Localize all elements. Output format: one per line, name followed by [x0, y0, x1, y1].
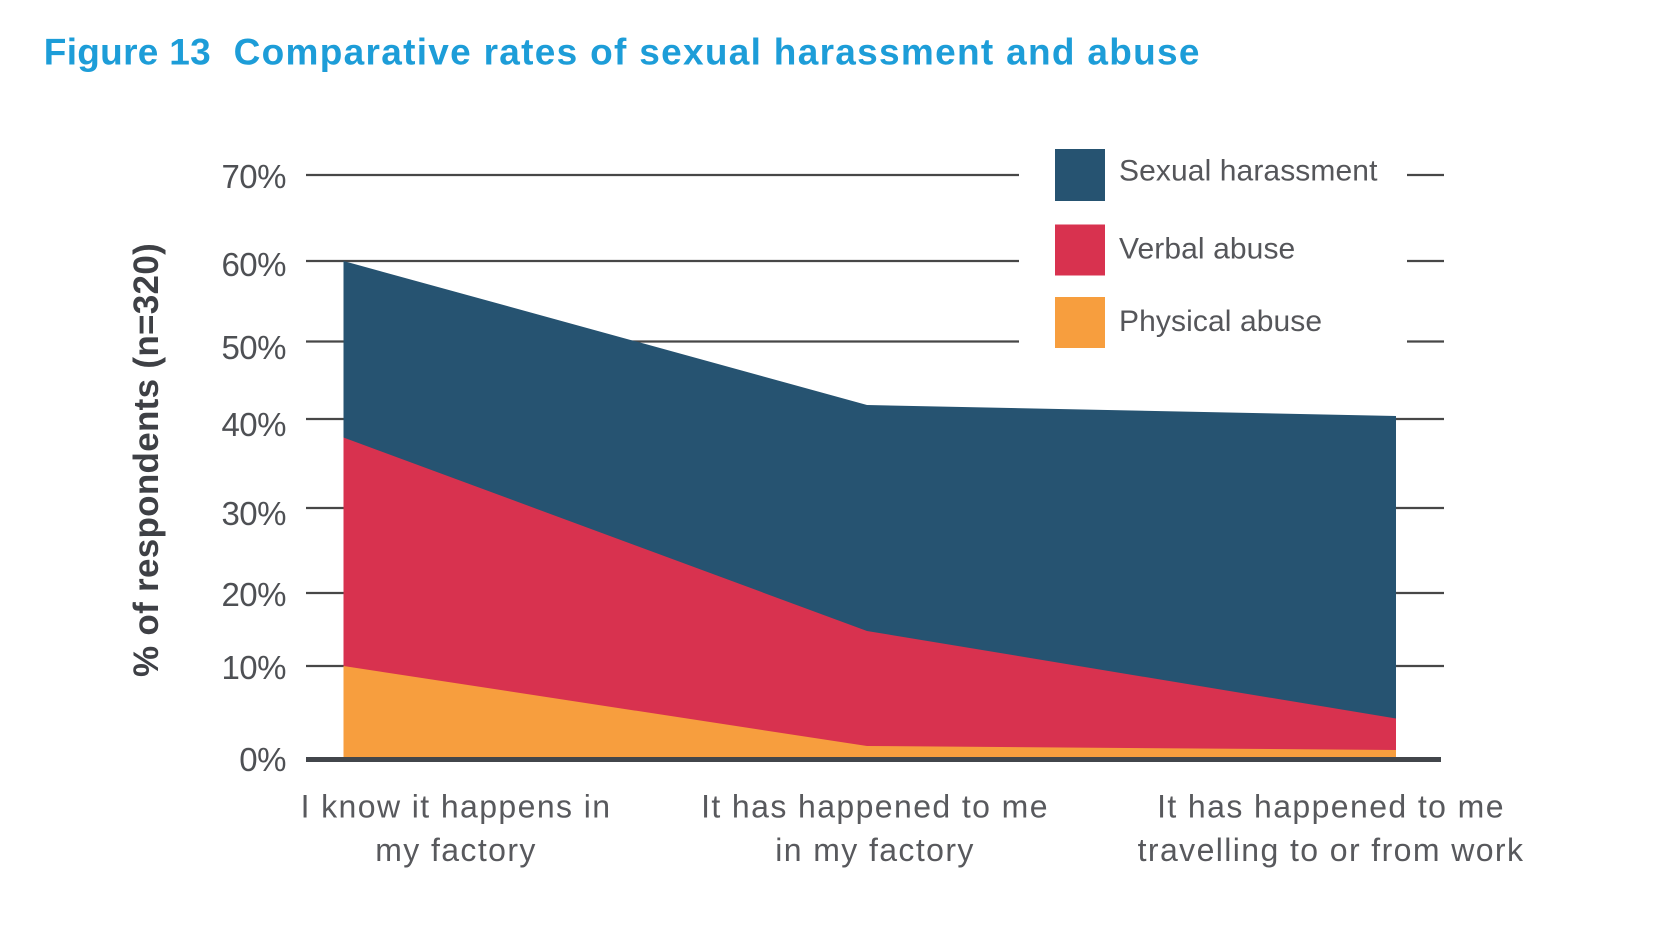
svg-text:I know it happens in: I know it happens in — [301, 789, 612, 825]
svg-text:0%: 0% — [239, 741, 286, 778]
svg-text:% of respondents (n=320): % of respondents (n=320) — [127, 243, 166, 677]
svg-text:60%: 60% — [221, 246, 286, 283]
svg-text:50%: 50% — [221, 329, 286, 366]
svg-text:Comparative rates of sexual ha: Comparative rates of sexual harassment a… — [234, 32, 1201, 73]
svg-text:20%: 20% — [221, 576, 286, 613]
svg-text:Physical abuse: Physical abuse — [1119, 305, 1322, 338]
svg-text:10%: 10% — [221, 649, 286, 686]
svg-text:It has happened to me: It has happened to me — [1157, 789, 1505, 825]
svg-text:my factory: my factory — [375, 832, 537, 868]
svg-text:in my factory: in my factory — [775, 832, 975, 868]
svg-text:It has happened to me: It has happened to me — [701, 789, 1049, 825]
svg-text:70%: 70% — [221, 158, 286, 195]
svg-text:Sexual harassment: Sexual harassment — [1119, 155, 1378, 188]
svg-text:40%: 40% — [221, 406, 286, 443]
svg-text:Figure 13: Figure 13 — [44, 32, 211, 73]
svg-text:Verbal abuse: Verbal abuse — [1119, 233, 1295, 266]
svg-text:travelling to or from work: travelling to or from work — [1138, 832, 1525, 868]
svg-text:30%: 30% — [221, 495, 286, 532]
